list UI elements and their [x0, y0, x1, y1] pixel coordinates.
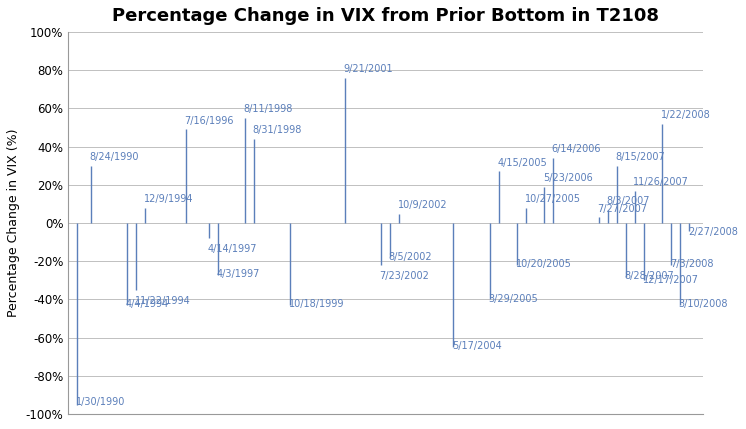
Text: 4/15/2005: 4/15/2005 — [498, 158, 547, 168]
Y-axis label: Percentage Change in VIX (%): Percentage Change in VIX (%) — [7, 129, 20, 317]
Text: 7/3/2008: 7/3/2008 — [670, 260, 713, 269]
Text: 4/14/1997: 4/14/1997 — [207, 244, 257, 254]
Text: 3/10/2008: 3/10/2008 — [679, 299, 728, 309]
Text: 8/3/2007: 8/3/2007 — [606, 196, 650, 206]
Text: 9/21/2001: 9/21/2001 — [343, 64, 393, 74]
Text: 11/22/1994: 11/22/1994 — [135, 296, 190, 305]
Text: 10/9/2002: 10/9/2002 — [398, 199, 448, 210]
Title: Percentage Change in VIX from Prior Bottom in T2108: Percentage Change in VIX from Prior Bott… — [112, 7, 659, 25]
Text: 10/18/1999: 10/18/1999 — [289, 299, 345, 309]
Text: 6/14/2006: 6/14/2006 — [552, 144, 601, 154]
Text: 11/26/2007: 11/26/2007 — [633, 177, 689, 187]
Text: 5/17/2004: 5/17/2004 — [452, 341, 502, 351]
Text: 10/20/2005: 10/20/2005 — [515, 260, 571, 269]
Text: 8/28/2007: 8/28/2007 — [624, 271, 674, 281]
Text: 4/4/1994: 4/4/1994 — [125, 299, 169, 309]
Text: 8/24/1990: 8/24/1990 — [90, 152, 139, 162]
Text: 2/27/2008: 2/27/2008 — [688, 227, 738, 237]
Text: 1/22/2008: 1/22/2008 — [661, 110, 710, 120]
Text: 10/27/2005: 10/27/2005 — [524, 194, 580, 204]
Text: 7/27/2007: 7/27/2007 — [598, 203, 648, 214]
Text: 5/23/2006: 5/23/2006 — [543, 173, 592, 183]
Text: 3/29/2005: 3/29/2005 — [489, 294, 538, 304]
Text: 8/31/1998: 8/31/1998 — [253, 125, 302, 135]
Text: 7/23/2002: 7/23/2002 — [380, 271, 430, 281]
Text: 1/30/1990: 1/30/1990 — [76, 397, 125, 407]
Text: 4/3/1997: 4/3/1997 — [216, 269, 260, 279]
Text: 8/15/2007: 8/15/2007 — [615, 152, 665, 162]
Text: 12/9/1994: 12/9/1994 — [144, 194, 193, 204]
Text: 8/5/2002: 8/5/2002 — [389, 252, 432, 262]
Text: 8/11/1998: 8/11/1998 — [243, 104, 293, 114]
Text: 12/17/2007: 12/17/2007 — [642, 275, 698, 284]
Text: 7/16/1996: 7/16/1996 — [184, 116, 234, 126]
